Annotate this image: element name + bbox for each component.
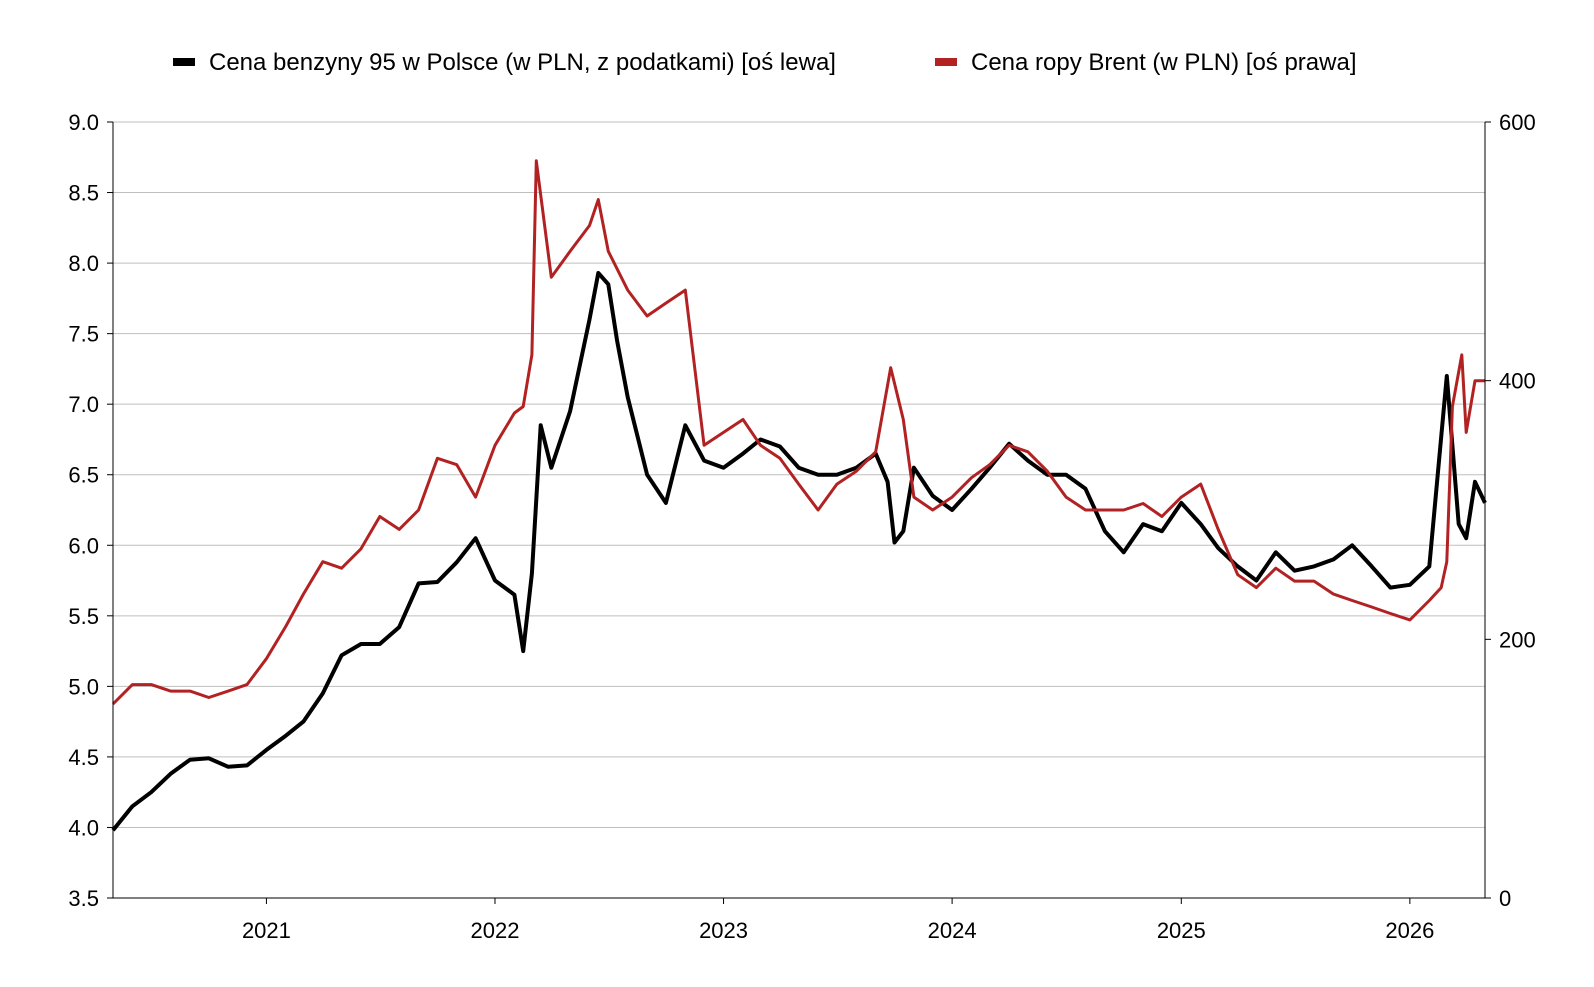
y-left-tick-label: 8.0 <box>68 251 99 276</box>
y-left-tick-label: 3.5 <box>68 886 99 911</box>
x-tick-label: 2023 <box>699 918 748 943</box>
legend-label-1: Cena ropy Brent (w PLN) [oś prawa] <box>971 49 1357 76</box>
y-left-tick-label: 5.0 <box>68 674 99 699</box>
x-tick-label: 2025 <box>1157 918 1206 943</box>
y-right-tick-label: 0 <box>1499 886 1511 911</box>
x-tick-label: 2021 <box>242 918 291 943</box>
series-layer <box>111 159 1487 832</box>
y-left-tick-label: 4.5 <box>68 745 99 770</box>
grid-layer <box>113 121 1485 899</box>
y-left-tick-label: 6.0 <box>68 533 99 558</box>
x-tick-label: 2022 <box>471 918 520 943</box>
legend: Cena benzyny 95 w Polsce (w PLN, z podat… <box>173 49 1357 76</box>
y-left-tick-label: 9.0 <box>68 110 99 135</box>
y-left-tick-label: 4.0 <box>68 815 99 840</box>
y-right-tick-label: 600 <box>1499 110 1536 135</box>
legend-label-0: Cena benzyny 95 w Polsce (w PLN, z podat… <box>209 49 836 76</box>
legend-swatch-0 <box>173 58 195 66</box>
series-line-0 <box>111 271 1487 832</box>
y-right-tick-label: 200 <box>1499 627 1536 652</box>
x-tick-label: 2024 <box>928 918 977 943</box>
y-left-tick-label: 7.5 <box>68 322 99 347</box>
series-line-1 <box>111 159 1485 706</box>
y-right-tick-label: 400 <box>1499 369 1536 394</box>
y-left-tick-label: 5.5 <box>68 604 99 629</box>
axis-layer: 3.5 4.0 4.5 5.0 5.5 6.0 6.5 7.0 7.5 8.0 8.5 9.0 0 200… <box>68 110 1535 943</box>
y-left-tick-label: 7.0 <box>68 392 99 417</box>
y-left-tick-label: 6.5 <box>68 463 99 488</box>
y-left-tick-label: 8.5 <box>68 181 99 206</box>
x-tick-label: 2026 <box>1385 918 1434 943</box>
legend-swatch-1 <box>935 58 957 66</box>
